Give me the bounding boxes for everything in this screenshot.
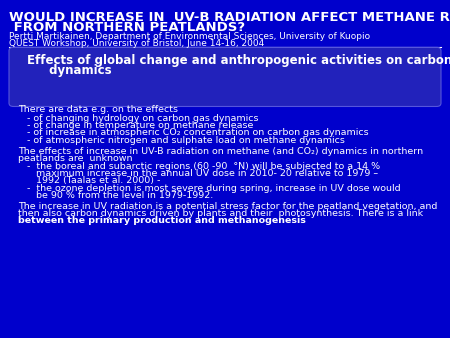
Text: -  the boreal and subarctic regions (60 -90  °N) will be subjected to a 14 %: - the boreal and subarctic regions (60 -… <box>27 162 380 171</box>
Text: be 90 % from the level in 1979-1992.: be 90 % from the level in 1979-1992. <box>36 191 213 200</box>
Text: - of change in temperature on methane release: - of change in temperature on methane re… <box>27 121 253 130</box>
Text: between the primary production and methanogenesis: between the primary production and metha… <box>18 216 306 225</box>
Text: maximum increase in the annual UV dose in 2010- 20 relative to 1979 –: maximum increase in the annual UV dose i… <box>36 169 378 178</box>
Text: Pertti Martikainen, Department of Environmental Sciences, University of Kuopio: Pertti Martikainen, Department of Enviro… <box>9 32 370 41</box>
Text: FROM NORTHERN PEATLANDS?: FROM NORTHERN PEATLANDS? <box>9 21 245 34</box>
Text: - of increase in atmospheric CO₂ concentration on carbon gas dynamics: - of increase in atmospheric CO₂ concent… <box>27 128 369 138</box>
Text: - of atmospheric nitrogen and sulphate load on methane dynamics: - of atmospheric nitrogen and sulphate l… <box>27 136 345 145</box>
Text: QUEST Workshop, University of Bristol, June 14-16, 2004: QUEST Workshop, University of Bristol, J… <box>9 39 264 48</box>
Text: The increase in UV radiation is a potential stress factor for the peatland veget: The increase in UV radiation is a potent… <box>18 202 437 211</box>
Text: 1992 (Taalas et al. 2000) -: 1992 (Taalas et al. 2000) - <box>36 176 160 185</box>
Text: There are data e.g. on the effects: There are data e.g. on the effects <box>18 105 178 115</box>
Text: WOULD INCREASE IN  UV-B RADIATION AFFECT METHANE RELEASE: WOULD INCREASE IN UV-B RADIATION AFFECT … <box>9 11 450 24</box>
FancyBboxPatch shape <box>9 47 441 106</box>
Text: then also carbon dynamics driven by plants and their  photosynthesis. There is a: then also carbon dynamics driven by plan… <box>18 209 423 218</box>
Text: dynamics: dynamics <box>45 64 112 77</box>
Text: Effects of global change and anthropogenic activities on carbon gas: Effects of global change and anthropogen… <box>27 54 450 67</box>
Text: - of changing hydrology on carbon gas dynamics: - of changing hydrology on carbon gas dy… <box>27 114 258 123</box>
Text: -  the ozone depletion is most severe during spring, increase in UV dose would: - the ozone depletion is most severe dur… <box>27 184 401 193</box>
Text: peatlands are  unknown: peatlands are unknown <box>18 154 132 164</box>
Text: The effects of increase in UV-B radiation on methane (and CO₂) dynamics in north: The effects of increase in UV-B radiatio… <box>18 147 423 156</box>
